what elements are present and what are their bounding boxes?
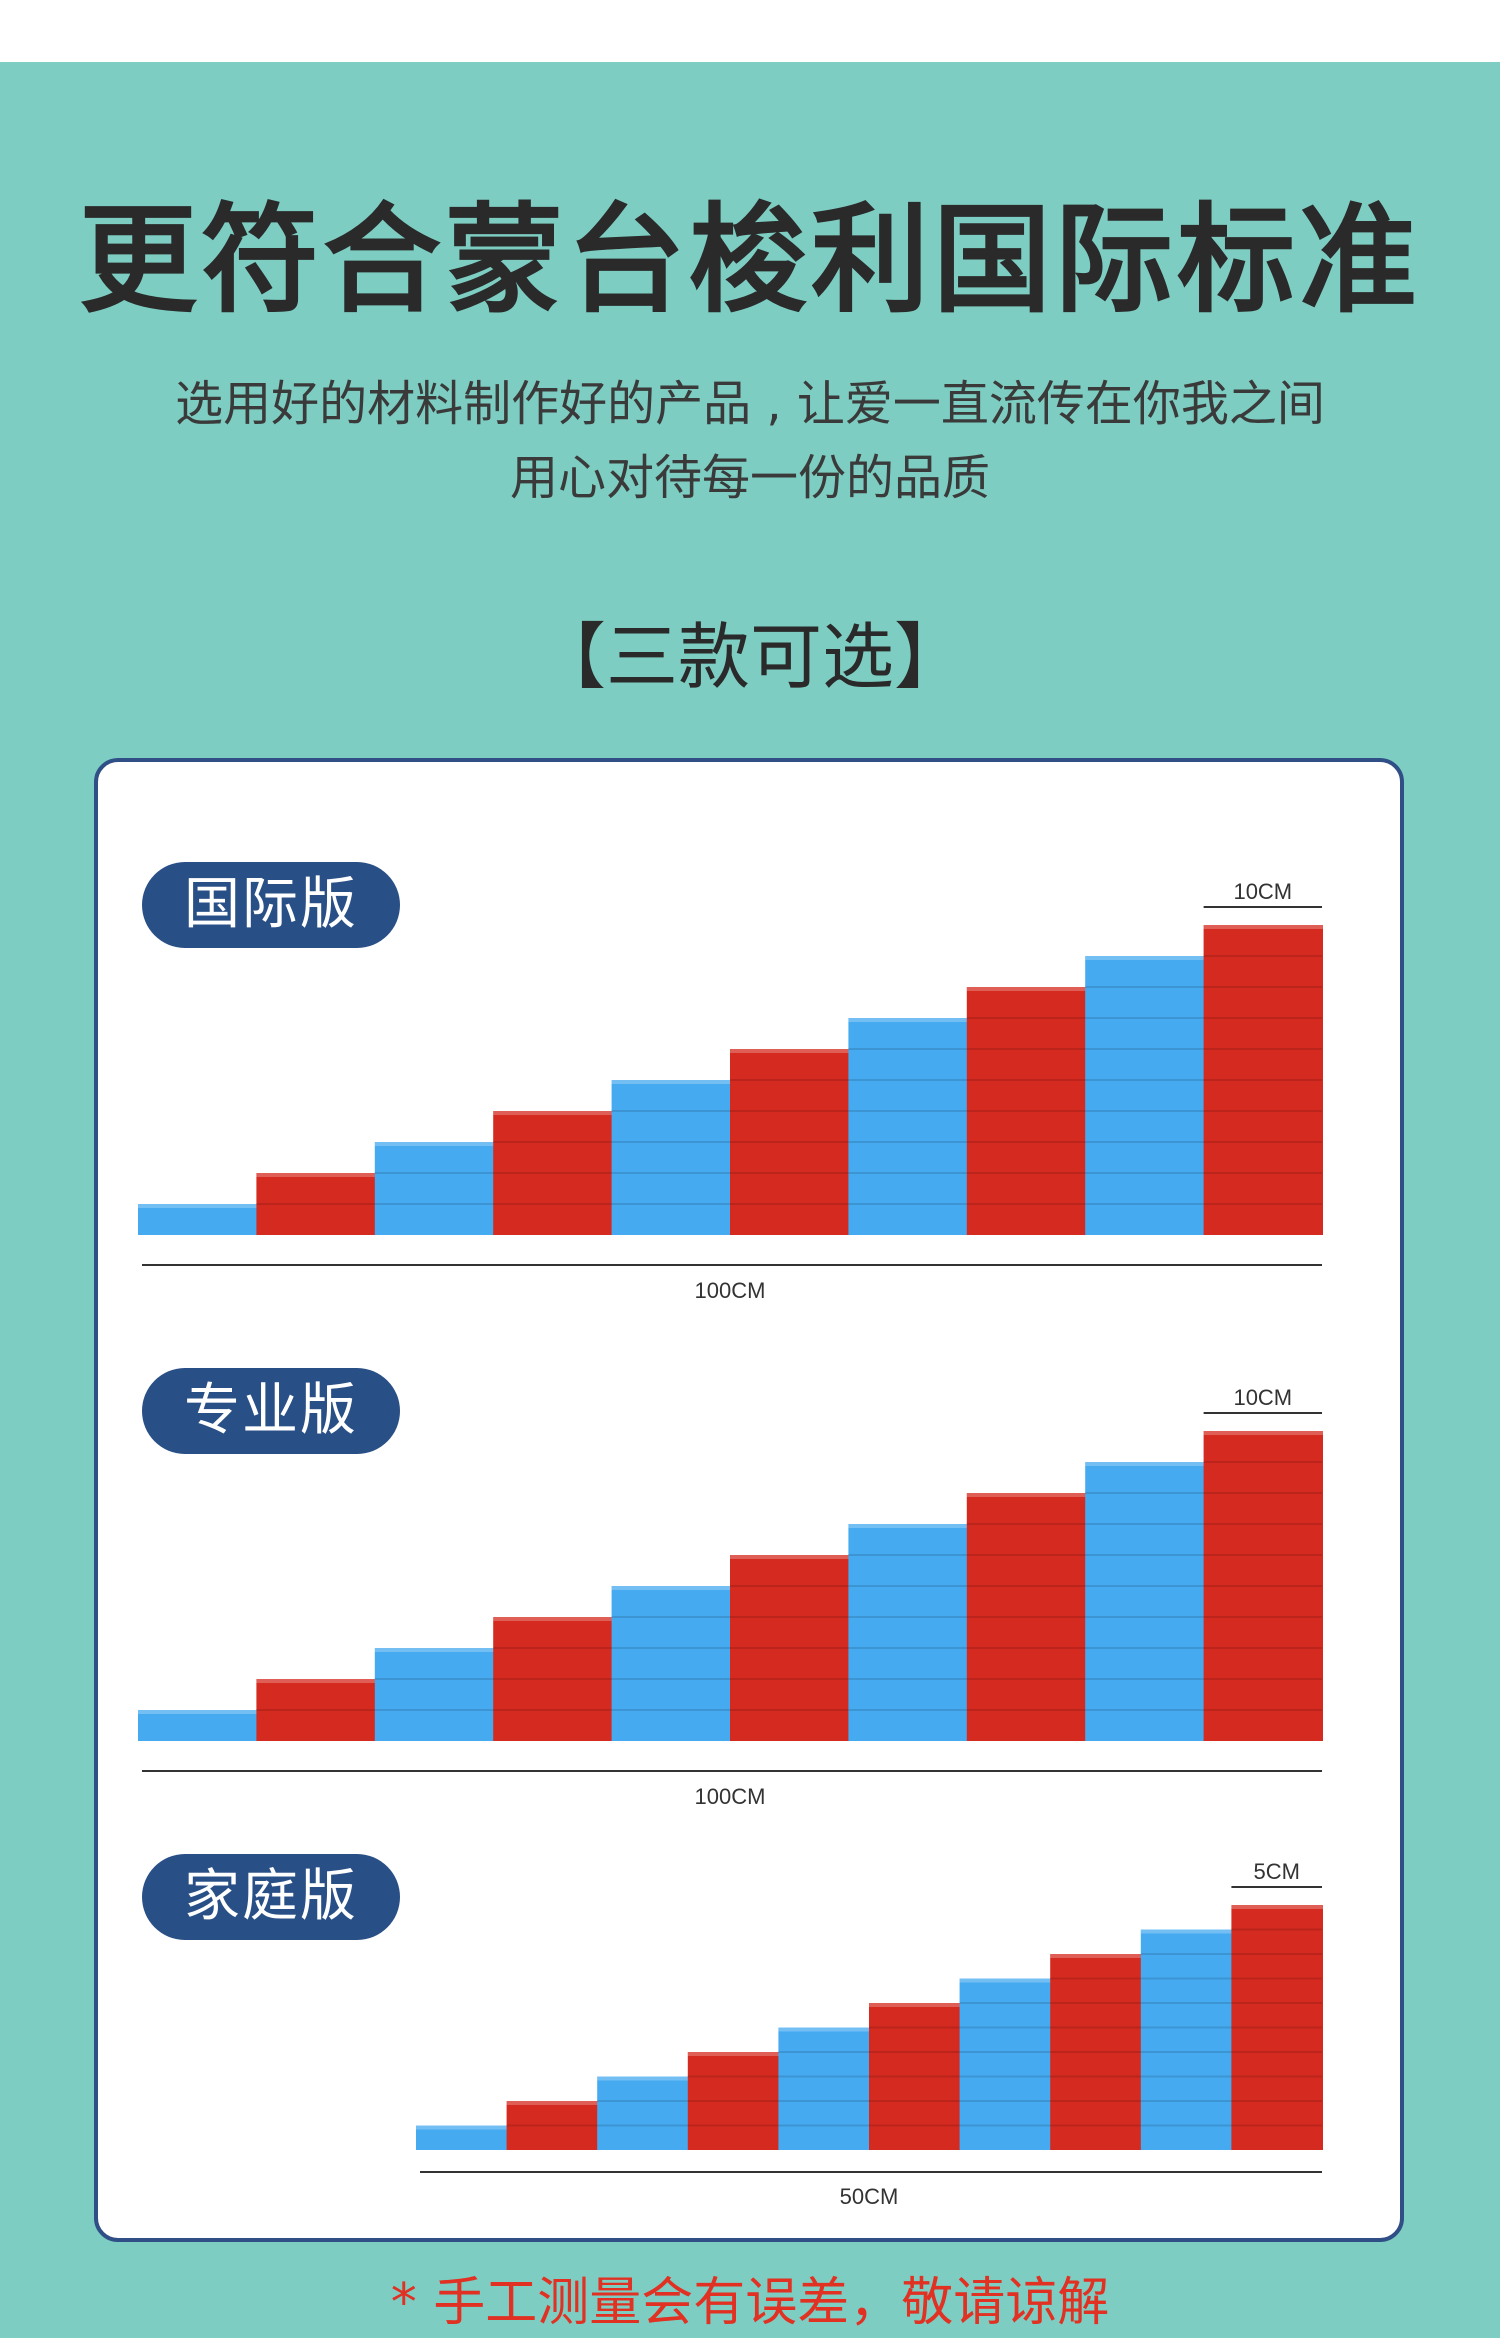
badge-home-version: 家庭版: [142, 1854, 400, 1940]
stair-step-8: [1050, 1954, 1142, 2150]
stair-step-3: [374, 1142, 495, 1235]
stair-step-1: [138, 1204, 258, 1235]
badge-international-version: 国际版: [142, 862, 400, 948]
stair-step-1: [138, 1710, 258, 1741]
stair-step-6: [730, 1049, 850, 1235]
stairs-home-version: 5CM 50CM: [130, 1852, 1340, 2252]
stair-step-2: [506, 2101, 599, 2150]
base-dimension-label: 100CM: [695, 1278, 766, 1303]
stair-step-4: [493, 1617, 613, 1741]
stairs-professional-version: 10CM 100CM: [130, 1366, 1340, 1826]
stair-step-7: [848, 1018, 968, 1235]
stair-step-5: [778, 2027, 870, 2150]
stair-step-10: [1203, 925, 1323, 1235]
badge-professional-version: 专业版: [142, 1368, 400, 1454]
stairs-international-version: 10CM 100CM: [130, 860, 1340, 1320]
stair-step-2: [256, 1679, 376, 1741]
options-title: 【三款可选】: [533, 615, 966, 699]
stair-step-7: [959, 1978, 1052, 2150]
stair-step-9: [1140, 1929, 1233, 2150]
top-white-bar: [0, 0, 1500, 62]
stair-step-7: [848, 1524, 968, 1741]
base-dimension-label: 50CM: [840, 2184, 899, 2209]
top-dimension-label: 10CM: [1233, 879, 1292, 904]
stair-step-6: [869, 2003, 961, 2150]
stair-step-6: [730, 1555, 850, 1741]
stair-step-5: [611, 1080, 731, 1235]
stair-step-3: [597, 2076, 689, 2150]
stair-step-10: [1231, 1905, 1323, 2150]
stair-step-8: [966, 987, 1087, 1235]
subtitle-line-1: 选用好的材料制作好的产品 , 让爱一直流传在你我之间: [175, 376, 1325, 432]
stair-step-3: [374, 1648, 495, 1741]
page-headline: 更符合蒙台梭利国际标准: [78, 191, 1421, 329]
stair-step-4: [687, 2052, 780, 2150]
stair-step-8: [966, 1493, 1087, 1741]
stair-step-10: [1203, 1431, 1323, 1741]
stair-step-2: [256, 1173, 376, 1235]
stair-step-5: [611, 1586, 731, 1741]
base-dimension-label: 100CM: [695, 1784, 766, 1809]
stair-step-4: [493, 1111, 613, 1235]
top-dimension-label: 10CM: [1233, 1385, 1292, 1410]
stair-step-9: [1085, 956, 1205, 1235]
stair-step-1: [416, 2125, 508, 2150]
subtitle-line-2: 用心对待每一份的品质: [509, 450, 990, 506]
top-dimension-label: 5CM: [1253, 1859, 1299, 1884]
measurement-footnote: * 手工测量会有误差，敬请谅解: [390, 2273, 1110, 2333]
stair-step-9: [1085, 1462, 1205, 1741]
